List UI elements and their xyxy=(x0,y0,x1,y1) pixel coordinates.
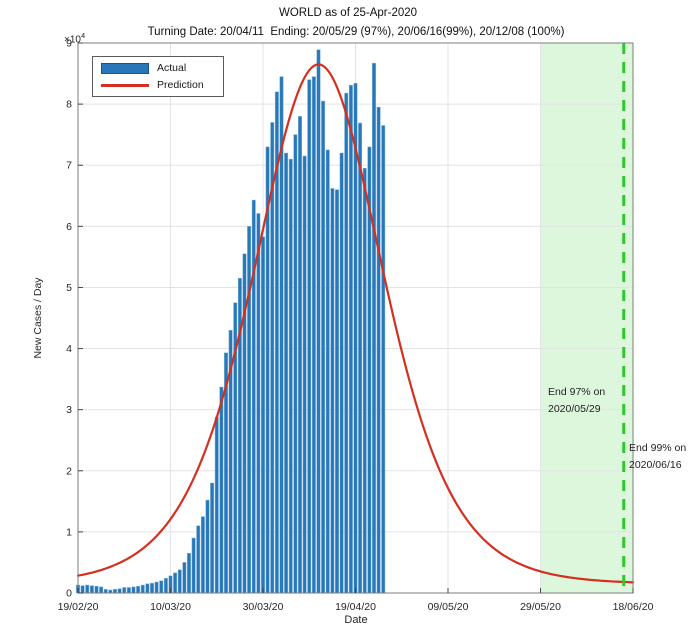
actual-daily-bar xyxy=(99,586,104,594)
actual-daily-bar xyxy=(85,584,90,594)
actual-daily-bar xyxy=(362,168,367,594)
actual-daily-bar xyxy=(140,584,145,594)
actual-bar-swatch xyxy=(101,62,149,74)
actual-daily-bar xyxy=(298,116,302,594)
actual-daily-bar xyxy=(80,585,85,594)
actual-daily-bar xyxy=(288,158,293,594)
y-tick-label: 2 xyxy=(66,465,72,477)
chart-title: WORLD as of 25-Apr-2020 xyxy=(278,7,418,19)
x-tick-label: 19/02/20 xyxy=(58,601,99,613)
actual-daily-bar xyxy=(182,562,187,594)
actual-daily-bar xyxy=(113,589,117,594)
actual-daily-bar xyxy=(122,587,127,594)
annotation-end-99-line2: 2020/06/16 xyxy=(629,459,682,471)
annotation-end-99: End 99% on 2020/06/16 xyxy=(629,440,686,474)
y-tick-label: 7 xyxy=(66,160,72,172)
x-tick-label: 30/03/20 xyxy=(243,601,284,613)
actual-daily-bar xyxy=(302,155,307,594)
prediction-curve xyxy=(76,63,635,584)
prediction-line-swatch xyxy=(101,83,149,87)
annotation-end-97-line1: End 97% on xyxy=(548,386,606,398)
actual-daily-bar xyxy=(353,83,358,594)
actual-daily-bar xyxy=(154,581,159,594)
y-tick-label: 4 xyxy=(66,343,72,355)
actual-daily-bar xyxy=(150,582,154,594)
legend-item-actual: Actual xyxy=(101,62,217,74)
actual-daily-bar xyxy=(196,525,201,594)
actual-daily-bar xyxy=(177,569,182,594)
actual-daily-bar xyxy=(381,125,386,594)
actual-daily-bar xyxy=(136,586,141,594)
x-axis-label: Date xyxy=(344,614,368,626)
legend-label-prediction: Prediction xyxy=(157,79,204,91)
actual-daily-bar xyxy=(339,152,344,594)
x-tick-label: 09/05/20 xyxy=(428,601,469,613)
y-tick-label: 9 xyxy=(66,38,72,50)
actual-daily-bar xyxy=(210,482,215,594)
actual-daily-bar xyxy=(372,62,376,594)
ending-97-shaded-region xyxy=(540,43,633,593)
actual-daily-bar xyxy=(126,587,131,594)
actual-daily-bar xyxy=(284,152,289,594)
actual-daily-bar xyxy=(103,589,108,594)
actual-daily-bar xyxy=(89,585,94,594)
actual-daily-bar xyxy=(256,213,261,594)
actual-daily-bar xyxy=(219,386,224,594)
annotation-end-97-line2: 2020/05/29 xyxy=(548,403,601,415)
y-tick-label: 5 xyxy=(66,282,72,294)
actual-daily-bar xyxy=(316,49,321,594)
actual-daily-bar xyxy=(173,572,178,594)
y-tick-label: 1 xyxy=(66,526,72,538)
actual-daily-bar xyxy=(247,226,252,594)
actual-daily-bar xyxy=(191,537,196,594)
actual-daily-bar xyxy=(145,583,150,594)
y-axis-exponent: ×104 xyxy=(64,31,85,45)
annotation-end-97: End 97% on 2020/05/29 xyxy=(548,384,605,418)
actual-daily-bar xyxy=(330,188,335,594)
actual-daily-bar xyxy=(348,84,353,594)
actual-daily-bar xyxy=(117,588,122,594)
y-exponent-power: 4 xyxy=(80,31,86,40)
y-tick-label: 0 xyxy=(66,588,72,600)
actual-daily-bar xyxy=(335,189,339,594)
y-tick-label: 3 xyxy=(66,404,72,416)
legend-label-actual: Actual xyxy=(157,62,187,74)
actual-daily-bar xyxy=(205,499,210,594)
actual-daily-bar xyxy=(159,580,164,594)
actual-daily-bar xyxy=(325,149,330,594)
y-tick-label: 8 xyxy=(66,99,72,111)
actual-daily-bar xyxy=(94,586,99,594)
y-axis-label: New Cases / Day xyxy=(32,277,44,359)
actual-daily-bar xyxy=(187,553,191,594)
actual-daily-bar xyxy=(321,100,326,594)
actual-daily-bar xyxy=(251,199,256,594)
actual-daily-bar xyxy=(261,236,265,594)
x-tick-label: 18/06/20 xyxy=(613,601,654,613)
legend-item-prediction: Prediction xyxy=(101,79,217,91)
x-tick-label: 19/04/20 xyxy=(335,601,376,613)
actual-daily-bar xyxy=(214,416,219,594)
actual-daily-bar xyxy=(376,106,381,594)
actual-daily-bar xyxy=(131,586,136,594)
chart-subtitle: Turning Date: 20/04/11 Ending: 20/05/29 … xyxy=(147,26,565,38)
actual-daily-bar xyxy=(293,134,298,594)
y-exponent-base: ×10 xyxy=(64,34,81,46)
x-tick-label: 10/03/20 xyxy=(150,601,191,613)
x-tick-label: 29/05/20 xyxy=(520,601,561,613)
actual-daily-bar xyxy=(307,79,312,594)
actual-daily-bar xyxy=(311,76,316,594)
annotation-end-99-line1: End 99% on xyxy=(629,442,687,454)
y-tick-label: 6 xyxy=(66,221,72,233)
actual-daily-bar xyxy=(344,92,349,594)
legend: Actual Prediction xyxy=(92,56,224,97)
actual-daily-bar xyxy=(200,516,205,594)
actual-daily-bar xyxy=(163,578,168,594)
actual-daily-bar xyxy=(358,122,363,594)
